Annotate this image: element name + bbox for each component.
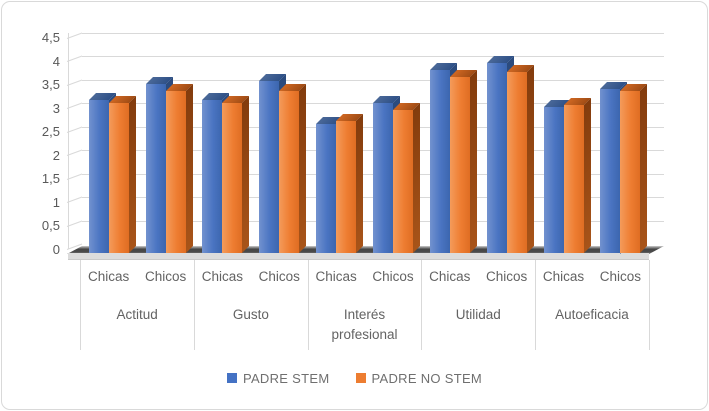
group-label-utilidad: Utilidad bbox=[455, 307, 501, 322]
category-label-chicos: Chicos bbox=[599, 269, 642, 284]
gridline bbox=[82, 32, 664, 34]
bar-padre-no-stem-gusto-chicas bbox=[222, 102, 243, 253]
bar-padre-no-stem-autoeficacia-chicas bbox=[563, 104, 584, 253]
category-label-chicas: Chicas bbox=[315, 269, 357, 284]
bar-padre-no-stem-gusto-chicos bbox=[279, 90, 300, 253]
legend: PADRE STEM PADRE NO STEM bbox=[2, 370, 707, 386]
bar-padre-stem-interés-profesional-chicos bbox=[373, 102, 393, 253]
group-label-gusto: Gusto bbox=[232, 307, 269, 322]
y-axis-tick-label: 3,5 bbox=[41, 77, 60, 92]
legend-item: PADRE NO STEM bbox=[355, 370, 483, 386]
category-label-chicos: Chicos bbox=[372, 269, 414, 284]
bar-padre-stem-utilidad-chicas bbox=[429, 69, 450, 253]
bar-padre-stem-gusto-chicas bbox=[202, 100, 223, 253]
y-axis-tick-label: 0,5 bbox=[41, 218, 60, 233]
y-axis-tick-label: 3 bbox=[52, 100, 60, 116]
category-separator bbox=[307, 260, 309, 350]
legend-label: PADRE NO STEM bbox=[371, 370, 483, 386]
y-axis-tick bbox=[66, 220, 83, 227]
y-axis-tick-label: 4,5 bbox=[41, 30, 60, 45]
y-axis-tick bbox=[66, 126, 83, 133]
category-label-chicas: Chicas bbox=[542, 269, 585, 284]
bar-padre-stem-actitud-chicos bbox=[145, 83, 166, 253]
y-axis-tick bbox=[66, 79, 83, 86]
gridline bbox=[82, 79, 664, 81]
bar-padre-no-stem-actitud-chicas bbox=[108, 102, 129, 253]
bar-padre-stem-utilidad-chicos bbox=[486, 62, 507, 253]
legend-swatch-padre-no-stem bbox=[355, 373, 366, 383]
category-label-chicas: Chicas bbox=[201, 269, 244, 284]
y-axis-tick bbox=[66, 102, 83, 109]
bar-padre-no-stem-utilidad-chicas bbox=[449, 76, 470, 253]
y-axis-tick-label: 2 bbox=[52, 147, 60, 163]
bar-padre-no-stem-interés-profesional-chicos bbox=[393, 109, 413, 253]
y-axis-tick-label: 0 bbox=[52, 241, 60, 257]
gridline bbox=[82, 56, 664, 57]
y-axis-tick bbox=[66, 55, 83, 62]
y-axis-tick-label: 4 bbox=[52, 53, 60, 69]
category-label-chicos: Chicos bbox=[144, 269, 187, 284]
bar-padre-no-stem-actitud-chicos bbox=[165, 90, 186, 253]
category-label-chicas: Chicas bbox=[429, 269, 471, 284]
category-separator bbox=[80, 260, 82, 350]
plot-left-edge bbox=[67, 32, 69, 249]
group-label-interés-profesional: Interés profesional bbox=[331, 307, 398, 342]
y-axis-tick bbox=[66, 32, 83, 39]
legend-item: PADRE STEM bbox=[226, 370, 330, 386]
y-axis-tick-label: 1 bbox=[52, 194, 60, 210]
y-axis-tick-label: 1,5 bbox=[41, 171, 60, 186]
legend-label: PADRE STEM bbox=[242, 370, 330, 386]
group-label-actitud: Actitud bbox=[116, 307, 158, 322]
y-axis-tick-label: 2,5 bbox=[41, 124, 60, 139]
bar-padre-stem-actitud-chicas bbox=[88, 100, 109, 253]
group-label-autoeficacia: Autoeficacia bbox=[555, 307, 629, 322]
bar-padre-stem-autoeficacia-chicos bbox=[600, 88, 621, 253]
bar-padre-stem-interés-profesional-chicas bbox=[316, 123, 337, 253]
category-separator bbox=[194, 260, 195, 350]
category-label-chicos: Chicos bbox=[258, 269, 300, 284]
category-label-chicas: Chicas bbox=[88, 269, 130, 284]
category-separator bbox=[535, 260, 537, 350]
y-axis-tick bbox=[66, 196, 83, 203]
category-label-chicos: Chicos bbox=[486, 269, 528, 284]
category-separator bbox=[648, 260, 650, 350]
bar-padre-stem-gusto-chicos bbox=[259, 81, 280, 253]
y-axis-tick bbox=[66, 173, 83, 180]
bar-padre-no-stem-autoeficacia-chicos bbox=[620, 90, 641, 253]
bar-padre-no-stem-interés-profesional-chicas bbox=[336, 121, 357, 253]
category-separator bbox=[421, 260, 423, 350]
y-axis-tick bbox=[66, 149, 83, 156]
bar-padre-no-stem-utilidad-chicos bbox=[506, 72, 527, 253]
legend-swatch-padre-stem bbox=[226, 373, 237, 383]
chart-3d-floor-slab bbox=[68, 253, 649, 260]
bar-padre-stem-autoeficacia-chicas bbox=[543, 107, 564, 253]
